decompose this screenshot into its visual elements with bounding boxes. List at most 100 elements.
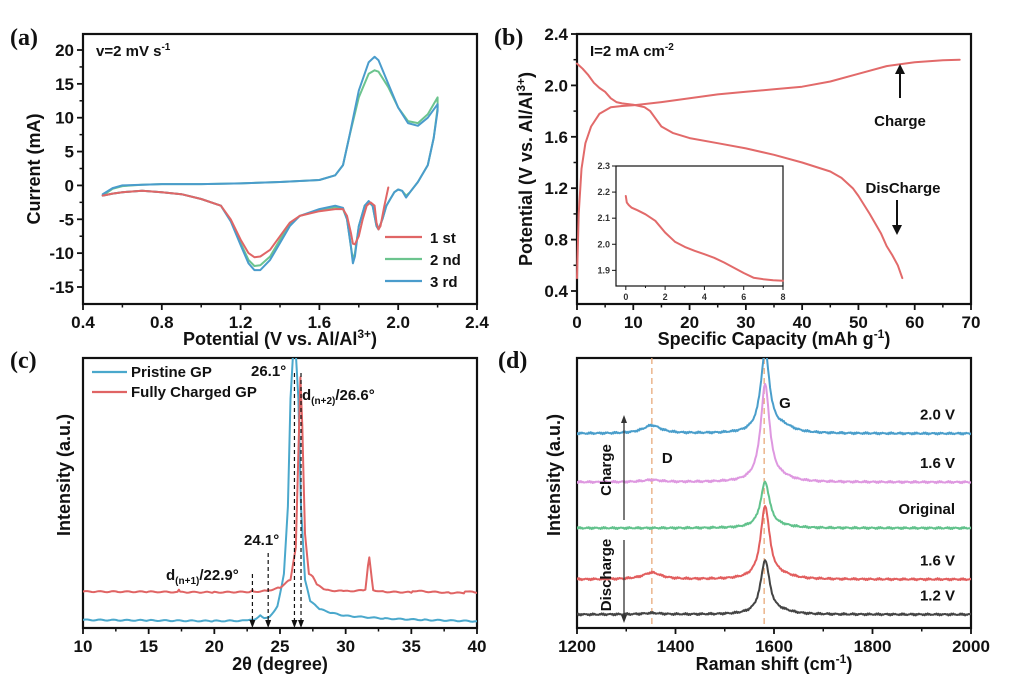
- spectrum-line-16V: [577, 505, 971, 582]
- inset-xtick-label: 8: [780, 292, 785, 302]
- panel-b-xtick-label: 50: [849, 313, 868, 332]
- panel-d: (d) 1200 1400 1600 1800 2000 D G Charge Disch…: [498, 348, 990, 674]
- discharge-label: DisCharge: [865, 180, 940, 197]
- panel-d-xtick-label: 1800: [854, 637, 892, 656]
- inset-ytick-label: 2.1: [597, 213, 610, 223]
- inset-xtick-label: 2: [663, 292, 668, 302]
- panel-c-xtick-label: 20: [205, 637, 224, 656]
- series-line-pristine-gp: [83, 358, 477, 623]
- panel-a-ytick-label: -10: [49, 244, 74, 263]
- panel-b-inset: 0 2 4 6 8 1.9 2.0 2.1 2.2 2.3: [597, 161, 785, 302]
- spectrum-label: 2.0 V: [920, 407, 955, 424]
- panel-a-xtick-label: 1.6: [308, 313, 332, 332]
- spectrum-label: 1.6 V: [920, 455, 955, 472]
- discharge-arrow-head-icon: [621, 615, 627, 623]
- panel-a-legend: 1 st 2 nd 3 rd: [385, 230, 461, 291]
- spectrum-label: Original: [898, 501, 955, 518]
- panel-b-ytick-label: 0.8: [544, 231, 568, 250]
- panel-a-xtick-label: 0.8: [150, 313, 174, 332]
- panel-d-frame: [575, 356, 973, 630]
- panel-a-label: (a): [10, 25, 38, 51]
- discharge-side-label: Discharge: [598, 539, 615, 612]
- charge-side-label: Charge: [598, 444, 615, 496]
- panel-d-xtick-label: 2000: [952, 637, 990, 656]
- legend-label: 3 rd: [430, 274, 458, 291]
- series-line-charge: [576, 58, 961, 280]
- panel-c-xtick-label: 25: [271, 637, 290, 656]
- panel-c-xtick-label: 35: [402, 637, 421, 656]
- panel-a-xtick-label: 2.4: [465, 313, 489, 332]
- panel-b-ytick-label: 1.2: [544, 179, 568, 198]
- legend-label: Fully Charged GP: [131, 384, 257, 401]
- panel-b-xlabel: Specific Capacity (mAh g-1): [658, 327, 891, 349]
- panel-b-label: (b): [494, 25, 523, 51]
- panel-b-xtick-label: 30: [736, 313, 755, 332]
- panel-c-xlabel: 2θ (degree): [232, 654, 328, 674]
- g-band-label: G: [779, 395, 791, 412]
- spectrum-line-12V: [577, 559, 971, 617]
- panel-a-xtick-label: 2.0: [386, 313, 410, 332]
- panel-b-ytick-label: 1.6: [544, 128, 568, 147]
- panel-c-xtick-label: 40: [468, 637, 487, 656]
- panel-c-ylabel: Intensity (a.u.): [54, 414, 74, 536]
- annotation-24-1: 24.1°: [244, 532, 279, 549]
- annotation-d-n2: d(n+2)/26.6°: [302, 387, 375, 407]
- panel-b-ylabel: Potential (V vs. Al/Al3+): [514, 72, 536, 266]
- panel-b-annotation: I=2 mA cm-2: [590, 42, 674, 60]
- peak-marker-arrow-icon: [249, 620, 256, 628]
- panel-b-xtick-label: 40: [793, 313, 812, 332]
- panel-d-side-labels: Charge Discharge: [598, 415, 627, 623]
- panel-c: (c) 10 15 20 25 30 35 40 Pristine GP Fully Char…: [10, 348, 487, 674]
- charge-label: Charge: [874, 113, 926, 130]
- legend-label: 1 st: [430, 230, 456, 247]
- panel-a-xtick-label: 1.2: [229, 313, 253, 332]
- panel-a-ytick-label: -15: [49, 278, 74, 297]
- panel-b-xtick-label: 0: [572, 313, 581, 332]
- charge-arrow-head-icon: [621, 415, 627, 423]
- legend-label: 2 nd: [430, 252, 461, 269]
- panel-b: (b) 0 10 20 30 40 50 60 700.40.81.21.62.02.4 I=…: [494, 25, 980, 349]
- panel-d-xtick-label: 1200: [558, 637, 596, 656]
- panel-b-ytick-label: 2.0: [544, 76, 568, 95]
- panel-b-xtick-label: 10: [624, 313, 643, 332]
- peak-marker-arrow-icon: [265, 620, 272, 628]
- panel-b-ytick-label: 0.4: [544, 282, 568, 301]
- panel-a-annotation: v=2 mV s-1: [96, 42, 171, 60]
- panel-a-ytick-label: 15: [55, 75, 74, 94]
- series-line-fully-charged-gp: [83, 376, 477, 595]
- panel-a-ytick-label: 10: [55, 109, 74, 128]
- panel-b-arrows: Charge DisCharge: [865, 64, 941, 235]
- inset-xtick-label: 0: [623, 292, 628, 302]
- panel-c-xtick-label: 30: [336, 637, 355, 656]
- panel-d-xtick-label: 1400: [657, 637, 695, 656]
- inset-ytick-label: 2.2: [597, 187, 610, 197]
- panel-a-ytick-label: 0: [65, 176, 74, 195]
- series-line-1st: [101, 186, 390, 259]
- panel-a-ytick-label: 20: [55, 41, 74, 60]
- panel-a-frame: [81, 32, 479, 306]
- inset-series-line: [624, 195, 784, 282]
- spectrum-label: 1.2 V: [920, 588, 955, 605]
- panel-a-xtick-label: 0.4: [71, 313, 95, 332]
- inset-frame: [615, 165, 784, 287]
- d-band-label: D: [662, 450, 673, 467]
- panel-b-xtick-label: 70: [962, 313, 981, 332]
- inset-ytick-label: 2.3: [597, 161, 610, 171]
- panel-d-xtick-label: 1600: [755, 637, 793, 656]
- charge-arrow-head-icon: [895, 64, 905, 74]
- panel-a-ylabel: Current (mA): [24, 113, 44, 224]
- panel-a-xlabel: Potential (V vs. Al/Al3+): [183, 327, 377, 349]
- series-line-discharge: [576, 62, 904, 280]
- panel-a-ytick-label: -5: [59, 210, 74, 229]
- panel-d-xlabel: Raman shift (cm-1): [696, 652, 853, 674]
- spectrum-line-16V: [577, 382, 971, 485]
- panel-a: (a) 0.4 0.8 1.2 1.6 2.0 2.4 -15 -10 -5 0 5 10 15 20 v…: [10, 25, 489, 349]
- peak-marker-arrow-icon: [298, 620, 305, 628]
- panel-d-ylabel: Intensity (a.u.): [544, 414, 564, 536]
- panel-b-xtick-label: 60: [905, 313, 924, 332]
- panel-c-xtick-label: 15: [139, 637, 158, 656]
- annotation-26-1: 26.1°: [251, 363, 286, 380]
- spectrum-label: 1.6 V: [920, 552, 955, 569]
- inset-ytick-label: 1.9: [597, 265, 610, 275]
